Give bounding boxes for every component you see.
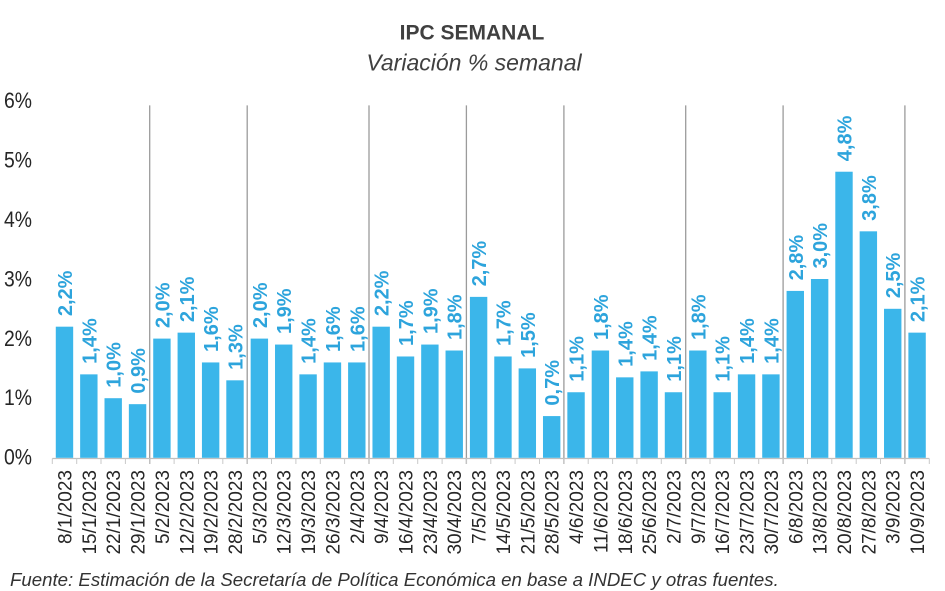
svg-text:1%: 1% <box>4 385 32 410</box>
svg-text:3,0%: 3,0% <box>810 223 832 269</box>
svg-text:1,0%: 1,0% <box>104 342 126 388</box>
svg-text:1,9%: 1,9% <box>274 288 296 334</box>
svg-text:30/7/2023: 30/7/2023 <box>762 470 783 555</box>
svg-text:1,6%: 1,6% <box>201 306 223 352</box>
svg-text:1,4%: 1,4% <box>79 318 101 364</box>
svg-text:3,8%: 3,8% <box>859 175 881 221</box>
svg-text:11/6/2023: 11/6/2023 <box>591 470 612 553</box>
svg-text:1,6%: 1,6% <box>347 306 369 352</box>
svg-text:26/3/2023: 26/3/2023 <box>323 470 344 555</box>
svg-text:10/9/2023: 10/9/2023 <box>908 470 929 555</box>
svg-text:1,1%: 1,1% <box>713 336 735 382</box>
svg-text:1,3%: 1,3% <box>226 324 248 370</box>
svg-text:8/1/2023: 8/1/2023 <box>55 470 76 544</box>
svg-text:21/5/2023: 21/5/2023 <box>518 470 539 555</box>
svg-text:1,6%: 1,6% <box>323 306 345 352</box>
svg-text:2,8%: 2,8% <box>786 235 808 281</box>
svg-text:1,8%: 1,8% <box>591 294 613 340</box>
svg-text:29/1/2023: 29/1/2023 <box>129 470 150 555</box>
svg-text:2/4/2023: 2/4/2023 <box>348 470 369 544</box>
svg-text:Variación % semanal: Variación % semanal <box>366 50 582 76</box>
svg-text:23/4/2023: 23/4/2023 <box>421 470 442 555</box>
svg-text:4/6/2023: 4/6/2023 <box>567 470 588 544</box>
svg-text:1,9%: 1,9% <box>420 288 442 334</box>
svg-text:5%: 5% <box>4 147 32 172</box>
svg-text:23/7/2023: 23/7/2023 <box>738 470 759 555</box>
svg-text:6/8/2023: 6/8/2023 <box>786 470 807 544</box>
svg-text:IPC SEMANAL: IPC SEMANAL <box>400 22 545 45</box>
svg-text:28/5/2023: 28/5/2023 <box>543 470 564 555</box>
svg-text:1,5%: 1,5% <box>518 312 540 358</box>
svg-text:1,4%: 1,4% <box>615 321 637 367</box>
svg-text:19/3/2023: 19/3/2023 <box>299 470 320 555</box>
svg-text:3%: 3% <box>4 266 32 291</box>
svg-text:2,0%: 2,0% <box>152 282 174 328</box>
svg-text:1,4%: 1,4% <box>299 318 321 364</box>
svg-text:0,7%: 0,7% <box>542 360 564 406</box>
svg-text:1,4%: 1,4% <box>737 318 759 364</box>
svg-text:25/6/2023: 25/6/2023 <box>640 470 661 555</box>
svg-text:20/8/2023: 20/8/2023 <box>835 470 856 555</box>
svg-text:1,8%: 1,8% <box>445 294 467 340</box>
svg-text:1,7%: 1,7% <box>396 300 418 346</box>
svg-text:0,9%: 0,9% <box>128 348 150 394</box>
svg-text:27/8/2023: 27/8/2023 <box>859 470 880 555</box>
svg-text:Fuente: Estimación de la Secre: Fuente: Estimación de la Secretaría de P… <box>10 569 779 590</box>
svg-text:1,4%: 1,4% <box>761 318 783 364</box>
svg-text:13/8/2023: 13/8/2023 <box>811 470 832 555</box>
svg-text:4,8%: 4,8% <box>835 115 857 161</box>
svg-text:2,2%: 2,2% <box>372 270 394 316</box>
svg-text:3/9/2023: 3/9/2023 <box>884 470 905 544</box>
svg-text:9/4/2023: 9/4/2023 <box>372 470 393 544</box>
svg-text:1,1%: 1,1% <box>567 336 589 382</box>
svg-text:6%: 6% <box>4 88 32 113</box>
svg-text:19/2/2023: 19/2/2023 <box>202 470 223 555</box>
svg-text:5/3/2023: 5/3/2023 <box>250 470 271 544</box>
svg-text:16/7/2023: 16/7/2023 <box>713 470 734 555</box>
svg-text:5/2/2023: 5/2/2023 <box>153 470 174 544</box>
svg-text:12/2/2023: 12/2/2023 <box>177 470 198 555</box>
svg-text:7/5/2023: 7/5/2023 <box>470 470 491 544</box>
svg-text:15/1/2023: 15/1/2023 <box>80 470 101 555</box>
svg-text:12/3/2023: 12/3/2023 <box>275 470 296 555</box>
svg-text:2/7/2023: 2/7/2023 <box>664 470 685 544</box>
svg-text:1,7%: 1,7% <box>493 300 515 346</box>
svg-text:1,1%: 1,1% <box>664 336 686 382</box>
svg-text:1,8%: 1,8% <box>688 294 710 340</box>
svg-text:28/2/2023: 28/2/2023 <box>226 470 247 555</box>
svg-text:4%: 4% <box>4 207 32 232</box>
svg-text:14/5/2023: 14/5/2023 <box>494 470 515 555</box>
svg-text:2,5%: 2,5% <box>883 252 905 298</box>
svg-text:2,2%: 2,2% <box>55 270 77 316</box>
svg-text:0%: 0% <box>4 445 32 470</box>
svg-text:30/4/2023: 30/4/2023 <box>445 470 466 555</box>
svg-text:22/1/2023: 22/1/2023 <box>104 470 125 555</box>
svg-text:2%: 2% <box>4 326 32 351</box>
svg-text:18/6/2023: 18/6/2023 <box>616 470 637 555</box>
svg-text:2,1%: 2,1% <box>908 276 930 322</box>
svg-text:2,7%: 2,7% <box>469 241 491 287</box>
svg-text:9/7/2023: 9/7/2023 <box>689 470 710 544</box>
svg-text:16/4/2023: 16/4/2023 <box>397 470 418 555</box>
svg-text:2,1%: 2,1% <box>177 276 199 322</box>
svg-text:1,4%: 1,4% <box>640 315 662 361</box>
svg-text:2,0%: 2,0% <box>250 282 272 328</box>
